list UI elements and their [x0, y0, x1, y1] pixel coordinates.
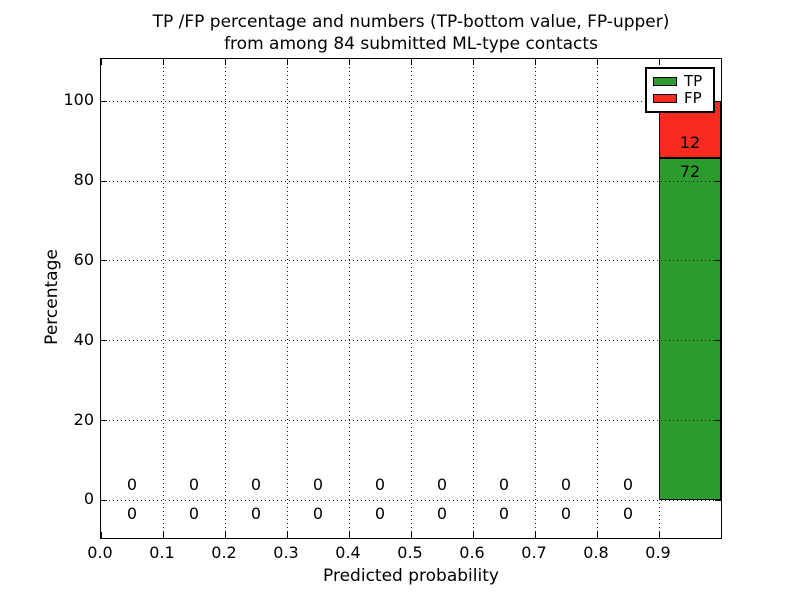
x-tick-mark-top — [100, 59, 102, 65]
tp-count-label: 0 — [188, 504, 200, 524]
tp-swatch-icon — [653, 77, 677, 86]
x-tick-mark-top — [410, 59, 412, 65]
v-gridline — [224, 59, 226, 538]
x-tick-mark-top — [224, 59, 226, 65]
fp-count-label: 0 — [436, 475, 448, 495]
x-tick-label: 0.0 — [87, 543, 113, 562]
v-gridline — [472, 59, 474, 538]
x-tick-mark-top — [596, 59, 598, 65]
x-tick-mark-bottom — [658, 532, 660, 538]
v-gridline — [596, 59, 598, 538]
y-tick-label: 60 — [73, 249, 94, 269]
fp-count-label: 0 — [560, 475, 572, 495]
tp-count-label: 0 — [374, 504, 386, 524]
x-tick-mark-top — [348, 59, 350, 65]
fp-count-label: 0 — [622, 475, 634, 495]
y-tick-mark-left — [101, 100, 107, 102]
y-tick-mark-right — [715, 420, 721, 422]
x-tick-label: 0.9 — [645, 543, 671, 562]
x-tick-mark-bottom — [410, 532, 412, 538]
chart-title-line-2: from among 84 submitted ML-type contacts — [224, 34, 598, 54]
legend-label-fp: FP — [684, 89, 702, 107]
x-tick-label: 0.7 — [521, 543, 547, 562]
x-tick-mark-bottom — [162, 532, 164, 538]
tp-count-label: 0 — [622, 504, 634, 524]
v-gridline — [348, 59, 350, 538]
x-tick-mark-bottom — [534, 532, 536, 538]
x-tick-label: 0.3 — [273, 543, 299, 562]
x-tick-mark-bottom — [348, 532, 350, 538]
fp-count-label: 0 — [374, 475, 386, 495]
tp-count-label: 0 — [126, 504, 138, 524]
x-tick-label: 0.8 — [583, 543, 609, 562]
fp-count-label: 0 — [188, 475, 200, 495]
x-tick-mark-bottom — [224, 532, 226, 538]
x-axis-label: Predicted probability — [323, 566, 499, 586]
x-tick-label: 0.4 — [335, 543, 361, 562]
v-gridline — [162, 59, 164, 538]
tp-count-label: 72 — [679, 162, 701, 182]
y-tick-mark-left — [101, 499, 107, 501]
tp-count-label: 0 — [312, 504, 324, 524]
x-tick-mark-bottom — [596, 532, 598, 538]
x-tick-mark-top — [286, 59, 288, 65]
y-tick-label: 20 — [73, 409, 94, 429]
fp-count-label: 12 — [679, 133, 701, 153]
legend-entry-fp: FP — [653, 91, 707, 106]
y-tick-label: 0 — [83, 489, 94, 509]
x-tick-label: 0.6 — [459, 543, 485, 562]
x-tick-mark-bottom — [472, 532, 474, 538]
fp-swatch-icon — [653, 94, 677, 103]
x-tick-label: 0.2 — [211, 543, 237, 562]
y-tick-mark-left — [101, 260, 107, 262]
x-tick-mark-bottom — [286, 532, 288, 538]
y-tick-label: 100 — [63, 90, 94, 110]
tp-count-label: 0 — [560, 504, 572, 524]
y-tick-mark-right — [715, 100, 721, 102]
fp-count-label: 0 — [126, 475, 138, 495]
y-tick-mark-right — [715, 180, 721, 182]
y-tick-mark-right — [715, 499, 721, 501]
x-tick-mark-bottom — [100, 532, 102, 538]
fp-count-label: 0 — [312, 475, 324, 495]
plot-area: 0 0 0 0 0 0 0 0 0 0 0 0 0 0 0 0 0 0 12 72 — [100, 58, 722, 539]
legend: TP FP — [645, 67, 715, 113]
legend-entry-tp: TP — [653, 74, 707, 89]
v-gridline — [286, 59, 288, 538]
fp-count-label: 0 — [250, 475, 262, 495]
v-gridline — [534, 59, 536, 538]
tp-count-label: 0 — [436, 504, 448, 524]
x-tick-mark-top — [658, 59, 660, 65]
x-tick-label: 0.5 — [397, 543, 423, 562]
tp-count-label: 0 — [250, 504, 262, 524]
v-gridline — [410, 59, 412, 538]
legend-label-tp: TP — [684, 72, 703, 90]
bar-segment-tp — [659, 158, 721, 501]
x-tick-mark-top — [472, 59, 474, 65]
y-tick-label: 40 — [73, 329, 94, 349]
fp-count-label: 0 — [498, 475, 510, 495]
tp-count-label: 0 — [498, 504, 510, 524]
y-tick-mark-left — [101, 420, 107, 422]
x-tick-label: 0.1 — [149, 543, 175, 562]
chart-title: TP /FP percentage and numbers (TP-bottom… — [100, 11, 722, 55]
y-tick-mark-right — [715, 260, 721, 262]
y-tick-mark-left — [101, 180, 107, 182]
v-gridline — [658, 59, 660, 538]
x-tick-mark-top — [534, 59, 536, 65]
chart-title-line-1: TP /FP percentage and numbers (TP-bottom… — [152, 12, 670, 32]
y-tick-label: 80 — [73, 170, 94, 190]
y-tick-mark-right — [715, 340, 721, 342]
y-tick-mark-left — [101, 340, 107, 342]
x-tick-mark-top — [162, 59, 164, 65]
